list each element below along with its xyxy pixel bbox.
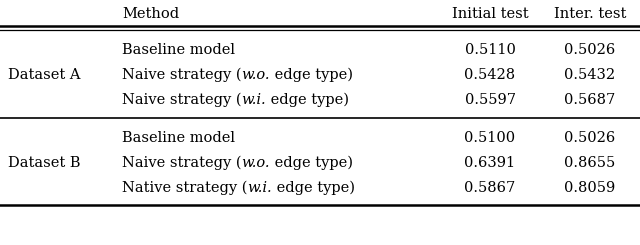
Text: 0.5428: 0.5428 xyxy=(465,68,516,82)
Text: Initial test: Initial test xyxy=(452,7,528,21)
Text: w.o.: w.o. xyxy=(241,156,270,170)
Text: edge type): edge type) xyxy=(270,68,353,82)
Text: 0.5867: 0.5867 xyxy=(465,181,516,195)
Text: 0.5432: 0.5432 xyxy=(564,68,616,82)
Text: 0.5026: 0.5026 xyxy=(564,43,616,57)
Text: Inter. test: Inter. test xyxy=(554,7,626,21)
Text: Dataset A: Dataset A xyxy=(8,68,81,82)
Text: 0.8655: 0.8655 xyxy=(564,156,616,170)
Text: 0.5687: 0.5687 xyxy=(564,93,616,107)
Text: Method: Method xyxy=(122,7,179,21)
Text: 0.6391: 0.6391 xyxy=(465,156,516,170)
Text: Native strategy (: Native strategy ( xyxy=(122,181,248,195)
Text: w.i.: w.i. xyxy=(248,181,272,195)
Text: Baseline model: Baseline model xyxy=(122,43,235,57)
Text: edge type): edge type) xyxy=(272,181,355,195)
Text: edge type): edge type) xyxy=(266,93,349,107)
Text: w.i.: w.i. xyxy=(241,93,266,107)
Text: 0.5597: 0.5597 xyxy=(465,93,515,107)
Text: Naive strategy (: Naive strategy ( xyxy=(122,68,241,82)
Text: Naive strategy (: Naive strategy ( xyxy=(122,156,241,170)
Text: w.o.: w.o. xyxy=(241,68,270,82)
Text: 0.8059: 0.8059 xyxy=(564,181,616,195)
Text: 0.5026: 0.5026 xyxy=(564,131,616,145)
Text: Naive strategy (: Naive strategy ( xyxy=(122,93,241,107)
Text: Baseline model: Baseline model xyxy=(122,131,235,145)
Text: 0.5110: 0.5110 xyxy=(465,43,515,57)
Text: edge type): edge type) xyxy=(270,156,353,170)
Text: 0.5100: 0.5100 xyxy=(465,131,516,145)
Text: Dataset B: Dataset B xyxy=(8,156,81,170)
